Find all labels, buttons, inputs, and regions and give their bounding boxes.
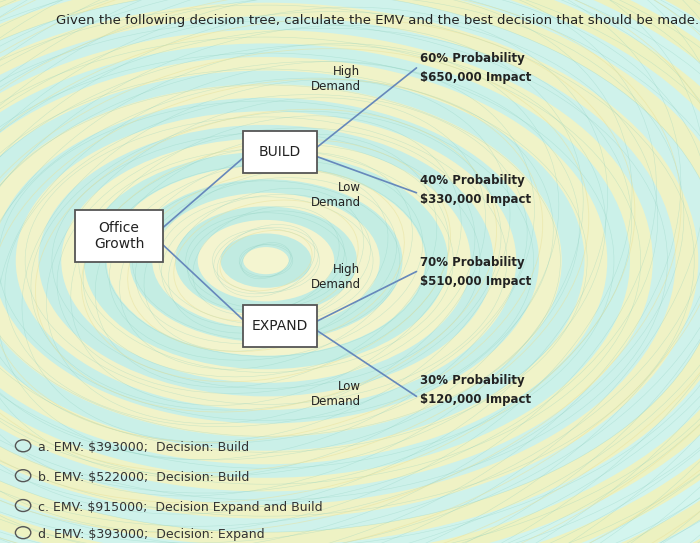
Ellipse shape — [0, 98, 539, 424]
Ellipse shape — [0, 30, 652, 491]
Text: 40% Probability: 40% Probability — [420, 174, 525, 187]
Text: 30% Probability: 30% Probability — [420, 374, 524, 387]
Text: $650,000 Impact: $650,000 Impact — [420, 71, 531, 84]
Text: Low
Demand: Low Demand — [310, 181, 360, 210]
Text: Office
Growth: Office Growth — [94, 221, 144, 251]
Text: $120,000 Impact: $120,000 Impact — [420, 393, 531, 406]
Text: $510,000 Impact: $510,000 Impact — [420, 275, 531, 288]
Ellipse shape — [38, 125, 493, 396]
Ellipse shape — [61, 138, 470, 383]
Ellipse shape — [0, 71, 584, 451]
Ellipse shape — [0, 3, 699, 519]
Text: a. EMV: $393000;  Decision: Build: a. EMV: $393000; Decision: Build — [38, 441, 250, 454]
Text: Low
Demand: Low Demand — [310, 380, 360, 408]
Ellipse shape — [175, 206, 357, 315]
Ellipse shape — [130, 179, 402, 342]
Ellipse shape — [106, 166, 426, 356]
Ellipse shape — [0, 43, 630, 478]
Ellipse shape — [84, 152, 448, 369]
Text: High
Demand: High Demand — [310, 65, 360, 93]
Text: 60% Probability: 60% Probability — [420, 52, 525, 65]
Text: c. EMV: $915000;  Decision Expand and Build: c. EMV: $915000; Decision Expand and Bui… — [38, 501, 323, 514]
Ellipse shape — [0, 0, 700, 532]
Text: $330,000 Impact: $330,000 Impact — [420, 193, 531, 206]
FancyBboxPatch shape — [76, 211, 162, 262]
Text: 70% Probability: 70% Probability — [420, 256, 524, 269]
FancyBboxPatch shape — [244, 305, 316, 347]
Text: Given the following decision tree, calculate the EMV and the best decision that : Given the following decision tree, calcu… — [56, 14, 699, 27]
Text: BUILD: BUILD — [259, 145, 301, 159]
Text: EXPAND: EXPAND — [252, 319, 308, 333]
Text: High
Demand: High Demand — [310, 263, 360, 291]
FancyBboxPatch shape — [244, 131, 316, 173]
Ellipse shape — [0, 84, 561, 437]
Text: d. EMV: $393000;  Decision: Expand: d. EMV: $393000; Decision: Expand — [38, 528, 265, 541]
Ellipse shape — [0, 16, 676, 505]
Ellipse shape — [0, 57, 608, 464]
Ellipse shape — [220, 233, 312, 288]
Ellipse shape — [197, 220, 335, 301]
Ellipse shape — [15, 111, 517, 410]
Ellipse shape — [153, 193, 379, 329]
Ellipse shape — [244, 247, 288, 274]
Text: b. EMV: $522000;  Decision: Build: b. EMV: $522000; Decision: Build — [38, 471, 250, 484]
